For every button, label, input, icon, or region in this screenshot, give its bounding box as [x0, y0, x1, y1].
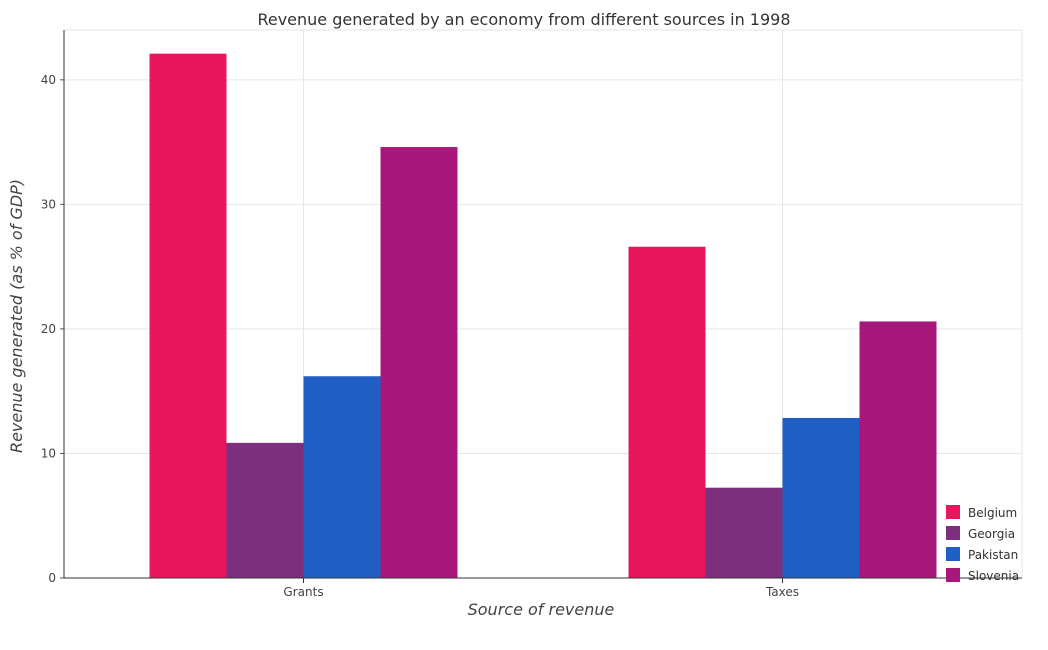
bar-slovenia-grants	[380, 147, 458, 578]
bar-belgium-grants	[149, 53, 227, 578]
x-tick-label: Taxes	[765, 585, 799, 599]
legend-swatch-georgia	[946, 526, 960, 540]
legend-swatch-belgium	[946, 505, 960, 519]
y-tick-label: 20	[41, 322, 56, 336]
y-tick-label: 30	[41, 197, 56, 211]
bar-pakistan-taxes	[782, 417, 860, 578]
legend-swatch-pakistan	[946, 547, 960, 561]
legend-label-georgia: Georgia	[968, 527, 1015, 541]
y-tick-label: 40	[41, 73, 56, 87]
x-tick-label: Grants	[283, 585, 323, 599]
bar-belgium-taxes	[628, 246, 706, 578]
y-tick-label: 0	[48, 571, 56, 585]
legend-label-pakistan: Pakistan	[968, 548, 1018, 562]
axes: 0 10 20 30 40 Grants Taxes	[41, 30, 1022, 599]
x-axis-label: Source of revenue	[468, 600, 615, 619]
legend: Belgium Georgia Pakistan Slovenia	[946, 505, 1019, 583]
bar-georgia-grants	[226, 442, 304, 578]
y-axis-label: Revenue generated (as % of GDP)	[7, 179, 26, 453]
legend-swatch-slovenia	[946, 568, 960, 582]
bar-pakistan-grants	[303, 376, 381, 578]
chart-title: Revenue generated by an economy from dif…	[257, 10, 790, 29]
bars	[149, 53, 937, 578]
legend-label-slovenia: Slovenia	[968, 569, 1019, 583]
legend-label-belgium: Belgium	[968, 506, 1017, 520]
y-tick-label: 10	[41, 446, 56, 460]
bar-slovenia-taxes	[859, 321, 937, 578]
bar-georgia-taxes	[705, 487, 783, 578]
